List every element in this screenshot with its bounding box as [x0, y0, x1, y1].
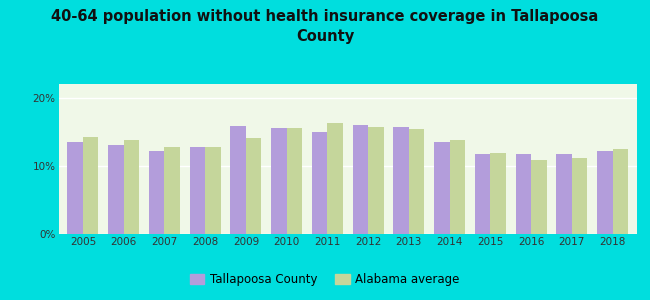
Bar	[353, 125, 368, 234]
Bar	[83, 137, 98, 234]
Bar	[190, 147, 205, 234]
Bar	[434, 142, 450, 234]
Bar	[68, 142, 83, 234]
Bar	[312, 132, 328, 234]
Bar	[515, 154, 531, 234]
Bar	[393, 127, 409, 234]
Text: 40-64 population without health insurance coverage in Tallapoosa
County: 40-64 population without health insuranc…	[51, 9, 599, 44]
Bar	[450, 140, 465, 234]
Bar	[124, 140, 139, 234]
Bar	[271, 128, 287, 234]
Bar	[149, 151, 164, 234]
Bar	[556, 154, 572, 234]
Bar	[531, 160, 547, 234]
Bar	[490, 153, 506, 234]
Bar	[108, 146, 124, 234]
Bar	[230, 126, 246, 234]
Bar	[612, 149, 628, 234]
Bar	[597, 151, 612, 234]
Bar	[164, 147, 180, 234]
Bar	[287, 128, 302, 234]
Bar	[572, 158, 588, 234]
Bar	[409, 129, 424, 234]
Legend: Tallapoosa County, Alabama average: Tallapoosa County, Alabama average	[185, 269, 465, 291]
Bar	[368, 127, 384, 234]
Bar	[475, 154, 490, 234]
Bar	[328, 123, 343, 234]
Bar	[246, 138, 261, 234]
Bar	[205, 147, 220, 234]
